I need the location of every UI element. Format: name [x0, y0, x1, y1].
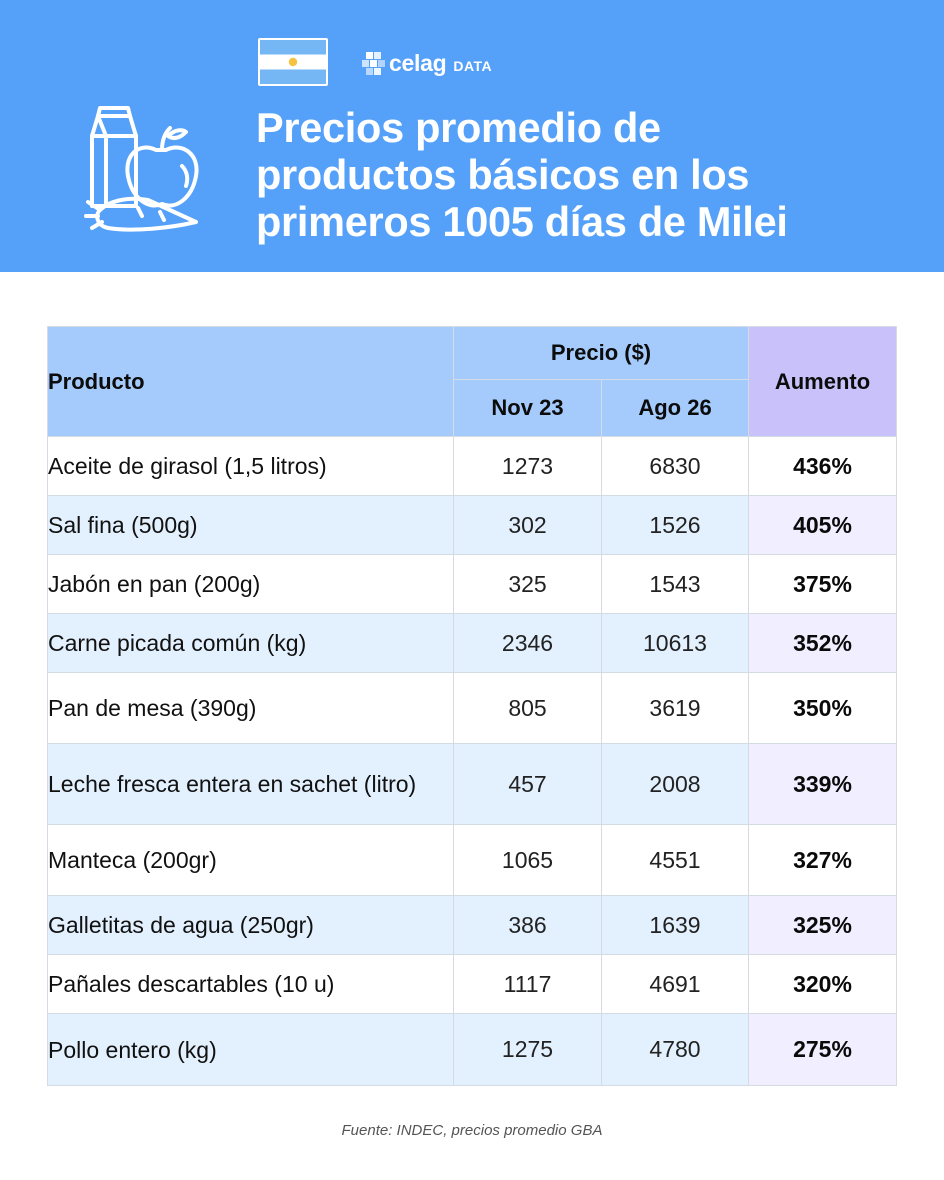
table-row: Pollo entero (kg) 1275 4780 275% [47, 1013, 898, 1086]
cell-product: Galletitas de agua (250gr) [47, 895, 454, 955]
groceries-icon [84, 106, 199, 232]
cell-increase: 320% [748, 954, 898, 1014]
cell-increase: 405% [748, 495, 898, 555]
cell-ago26: 10613 [600, 613, 750, 673]
table-row: Pañales descartables (10 u) 1117 4691 32… [47, 954, 898, 1014]
header-banner: celag DATA Precios promedio de productos… [0, 0, 944, 272]
table-row: Pan de mesa (390g) 805 3619 350% [47, 672, 898, 744]
table-row: Jabón en pan (200g) 325 1543 375% [47, 554, 898, 614]
page-title: Precios promedio de productos básicos en… [256, 104, 936, 245]
cell-product: Carne picada común (kg) [47, 613, 454, 673]
title-line-3: primeros 1005 días de Milei [256, 198, 788, 245]
cell-nov23: 1273 [453, 436, 602, 496]
cell-increase: 339% [748, 743, 898, 825]
table-row: Aceite de girasol (1,5 litros) 1273 6830… [47, 436, 898, 496]
header-ago26: Ago 26 [600, 379, 750, 437]
brand-sub: DATA [453, 57, 493, 74]
table-row: Carne picada común (kg) 2346 10613 352% [47, 613, 898, 673]
cell-increase: 352% [748, 613, 898, 673]
cell-nov23: 1275 [453, 1013, 602, 1086]
cell-ago26: 2008 [600, 743, 750, 825]
cell-increase: 325% [748, 895, 898, 955]
table-row: Manteca (200gr) 1065 4551 327% [47, 824, 898, 896]
header-increase: Aumento [748, 326, 898, 437]
table-row: Galletitas de agua (250gr) 386 1639 325% [47, 895, 898, 955]
table-row: Leche fresca entera en sachet (litro) 45… [47, 743, 898, 825]
cell-product: Pollo entero (kg) [47, 1013, 454, 1086]
pixel-logo-icon [362, 52, 385, 75]
price-table: Producto Precio ($) Aumento Nov 23 Ago 2… [47, 326, 898, 1086]
cell-ago26: 3619 [600, 672, 750, 744]
cell-ago26: 1526 [600, 495, 750, 555]
cell-increase: 275% [748, 1013, 898, 1086]
cell-ago26: 1543 [600, 554, 750, 614]
cell-nov23: 325 [453, 554, 602, 614]
cell-nov23: 457 [453, 743, 602, 825]
cell-product: Aceite de girasol (1,5 litros) [47, 436, 454, 496]
cell-nov23: 386 [453, 895, 602, 955]
table-row: Sal fina (500g) 302 1526 405% [47, 495, 898, 555]
cell-nov23: 2346 [453, 613, 602, 673]
cell-ago26: 1639 [600, 895, 750, 955]
cell-product: Sal fina (500g) [47, 495, 454, 555]
cell-product: Pañales descartables (10 u) [47, 954, 454, 1014]
cell-increase: 327% [748, 824, 898, 896]
cell-ago26: 4780 [600, 1013, 750, 1086]
cell-nov23: 302 [453, 495, 602, 555]
header-nov23: Nov 23 [453, 379, 602, 437]
cell-nov23: 1065 [453, 824, 602, 896]
cell-ago26: 4691 [600, 954, 750, 1014]
header-price-group: Precio ($) [452, 326, 750, 380]
cell-ago26: 6830 [600, 436, 750, 496]
cell-ago26: 4551 [600, 824, 750, 896]
cell-product: Jabón en pan (200g) [47, 554, 454, 614]
title-line-1: Precios promedio de [256, 104, 661, 151]
brand-logo: celag DATA [360, 46, 492, 80]
cell-increase: 436% [748, 436, 898, 496]
cell-nov23: 1117 [453, 954, 602, 1014]
cell-product: Leche fresca entera en sachet (litro) [47, 743, 454, 825]
argentina-flag-icon [258, 38, 328, 86]
title-line-2: productos básicos en los [256, 151, 750, 198]
cell-increase: 350% [748, 672, 898, 744]
cell-nov23: 805 [453, 672, 602, 744]
cell-product: Manteca (200gr) [47, 824, 454, 896]
brand-name: celag [389, 49, 447, 76]
cell-product: Pan de mesa (390g) [47, 672, 454, 744]
cell-increase: 375% [748, 554, 898, 614]
header-product: Producto [47, 326, 454, 437]
source-note: Fuente: INDEC, precios promedio GBA [341, 1122, 603, 1139]
